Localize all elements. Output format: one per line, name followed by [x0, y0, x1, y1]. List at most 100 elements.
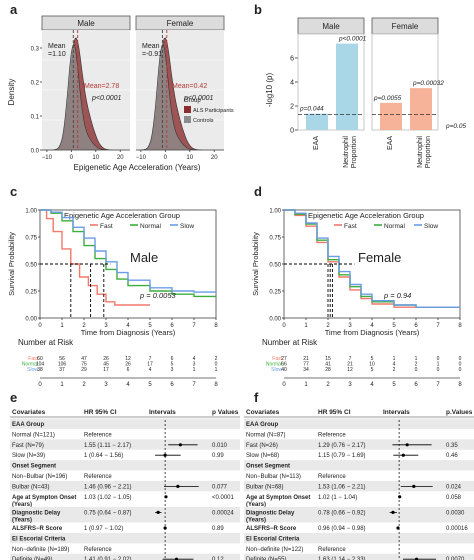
table-header: HR 95% CI	[84, 409, 117, 416]
bar	[336, 43, 358, 130]
x-category-label: EAA	[313, 136, 320, 150]
table-hr-cell: 1 (0.97 − 1.02)	[84, 526, 123, 532]
risk-x-tick-label: 4	[126, 382, 130, 388]
legend-item-controls: Controls	[193, 118, 214, 124]
table-header: Covariates	[12, 409, 46, 416]
label-line: Diagnostic Delay	[246, 510, 295, 516]
risk-count: 28	[325, 367, 331, 373]
legend-title: Epigenetic Age Acceleration Group	[64, 211, 180, 220]
table-row-shade	[244, 532, 474, 544]
x-category-label: NeutrophilProportion	[343, 136, 358, 169]
bar-p-label: p=0.00032	[412, 80, 444, 87]
risk-count: 38	[37, 367, 43, 373]
table-row-label: Normal (N=121)	[12, 432, 55, 438]
risk-count: 3	[171, 367, 174, 373]
hr-point	[156, 510, 160, 514]
risk-count: 1	[437, 362, 440, 368]
y-tick-label: 0.0	[31, 149, 40, 155]
hr-point	[391, 510, 395, 514]
label-line: Age at Sympton Onset	[246, 495, 310, 501]
table-hr-cell: 1.55 (1.11 − 2.17)	[84, 443, 131, 449]
risk-count: 5	[171, 362, 174, 368]
x-tick-label: 5	[392, 323, 396, 329]
risk-count: 45	[103, 362, 109, 368]
x-tick-label: 6	[414, 323, 418, 329]
y-tick-label: 0.75	[269, 236, 281, 242]
table-header: Intervals	[383, 409, 410, 416]
risk-count: 7	[149, 356, 152, 362]
risk-row-label: Normal	[22, 362, 38, 368]
category-label-line: Proportion	[425, 136, 432, 168]
x-axis-label: Time from Diagnosis (Years)	[325, 328, 420, 337]
x-tick-label: 10	[92, 155, 99, 161]
controls-mean-label-line: =1.10	[48, 51, 66, 58]
risk-count: 6	[171, 356, 174, 362]
table-hr-cell: 0.75 (0.64 − 0.87)	[84, 510, 132, 516]
hr-point	[174, 557, 179, 560]
x-tick-label: 0	[282, 323, 286, 329]
p-value-label: p<0.0001	[91, 95, 121, 102]
label-line: (Years)	[246, 502, 266, 508]
risk-count: 1	[193, 367, 196, 373]
risk-count: 40	[281, 367, 287, 373]
table-row-label: El Escorial Criteria	[12, 536, 66, 542]
y-tick-label: 0.00	[25, 317, 37, 323]
label-line: Diagnostic Delay	[12, 510, 61, 516]
facet-strip-label: Male	[322, 22, 340, 31]
panel-letter: b	[254, 2, 262, 17]
x-tick-label: 2	[82, 323, 86, 329]
table-hr-cell: 0.78 (0.66 − 0.92)	[318, 510, 366, 516]
hr-point	[398, 495, 402, 499]
table-row-label: Diagnostic Delay (Years)	[246, 510, 295, 523]
survival-curve	[40, 209, 150, 306]
table-hr-cell: 0.96 (0.94 − 0.98)	[318, 526, 366, 532]
hr-point	[412, 484, 416, 488]
risk-x-tick-label: 8	[214, 382, 218, 388]
category-label-line: Neutrophil	[343, 136, 350, 168]
label-line: (Years)	[246, 517, 266, 523]
controls-density	[136, 43, 224, 151]
bar-p-label: p=0.0055	[373, 95, 402, 102]
table-row-label: Normal (N=87)	[246, 432, 286, 438]
als-mean-label: Mean=2.78	[84, 83, 119, 90]
x-category-label: EAA	[387, 136, 394, 150]
table-row-label: ALSFRS−R Score	[246, 526, 297, 532]
table-hr-cell: 1.29 (0.76 − 2.17)	[318, 443, 366, 449]
y-axis-label: -log10 (p)	[265, 73, 274, 108]
risk-x-tick-label: 8	[458, 382, 462, 388]
risk-count: 75	[81, 362, 87, 368]
panel-letter: d	[254, 184, 262, 199]
table-row-shade	[10, 480, 240, 492]
risk-count: 27	[281, 356, 287, 362]
als-mean-label: Mean=0.42	[172, 83, 207, 90]
hr-point	[401, 453, 405, 457]
p-value-label: p<0.0001	[183, 95, 213, 102]
facet-strip-label: Female	[392, 22, 419, 31]
table-header: Covariates	[246, 409, 280, 416]
table-hr-cell: 1.02 (1 − 1.04)	[318, 495, 357, 501]
table-row-shade	[244, 439, 474, 450]
y-tick-label: 6	[290, 56, 294, 63]
y-tick-label: 0.1	[31, 115, 40, 121]
survival-curve	[284, 209, 460, 308]
table-row-shade	[244, 553, 474, 560]
legend-item: Fast	[344, 223, 357, 230]
risk-table-title: Number at Risk	[18, 338, 74, 347]
table-p-cell: 0.058	[446, 495, 462, 501]
x-tick-label: −10	[136, 155, 147, 161]
table-hr-cell: Reference	[84, 547, 112, 553]
table-row-label: Fast (N=26)	[246, 443, 278, 449]
risk-count: 56	[59, 356, 65, 362]
y-tick-label: 0.75	[25, 236, 37, 242]
legend-title: Group	[184, 98, 201, 104]
risk-count: 26	[125, 362, 131, 368]
table-row-label: Onset Segment	[246, 464, 290, 470]
table-row-shade	[244, 418, 474, 429]
table-hr-cell: 1.03 (1.02 − 1.05)	[84, 495, 132, 501]
risk-count: 4	[193, 356, 196, 362]
facet-strip-label: Female	[167, 19, 194, 28]
x-axis-label: Epigenetic Age Acceleration (Years)	[74, 163, 201, 172]
legend-title: Epigenetic Age Acceleration Group	[308, 211, 424, 220]
table-header: HR 95% CI	[318, 409, 351, 416]
